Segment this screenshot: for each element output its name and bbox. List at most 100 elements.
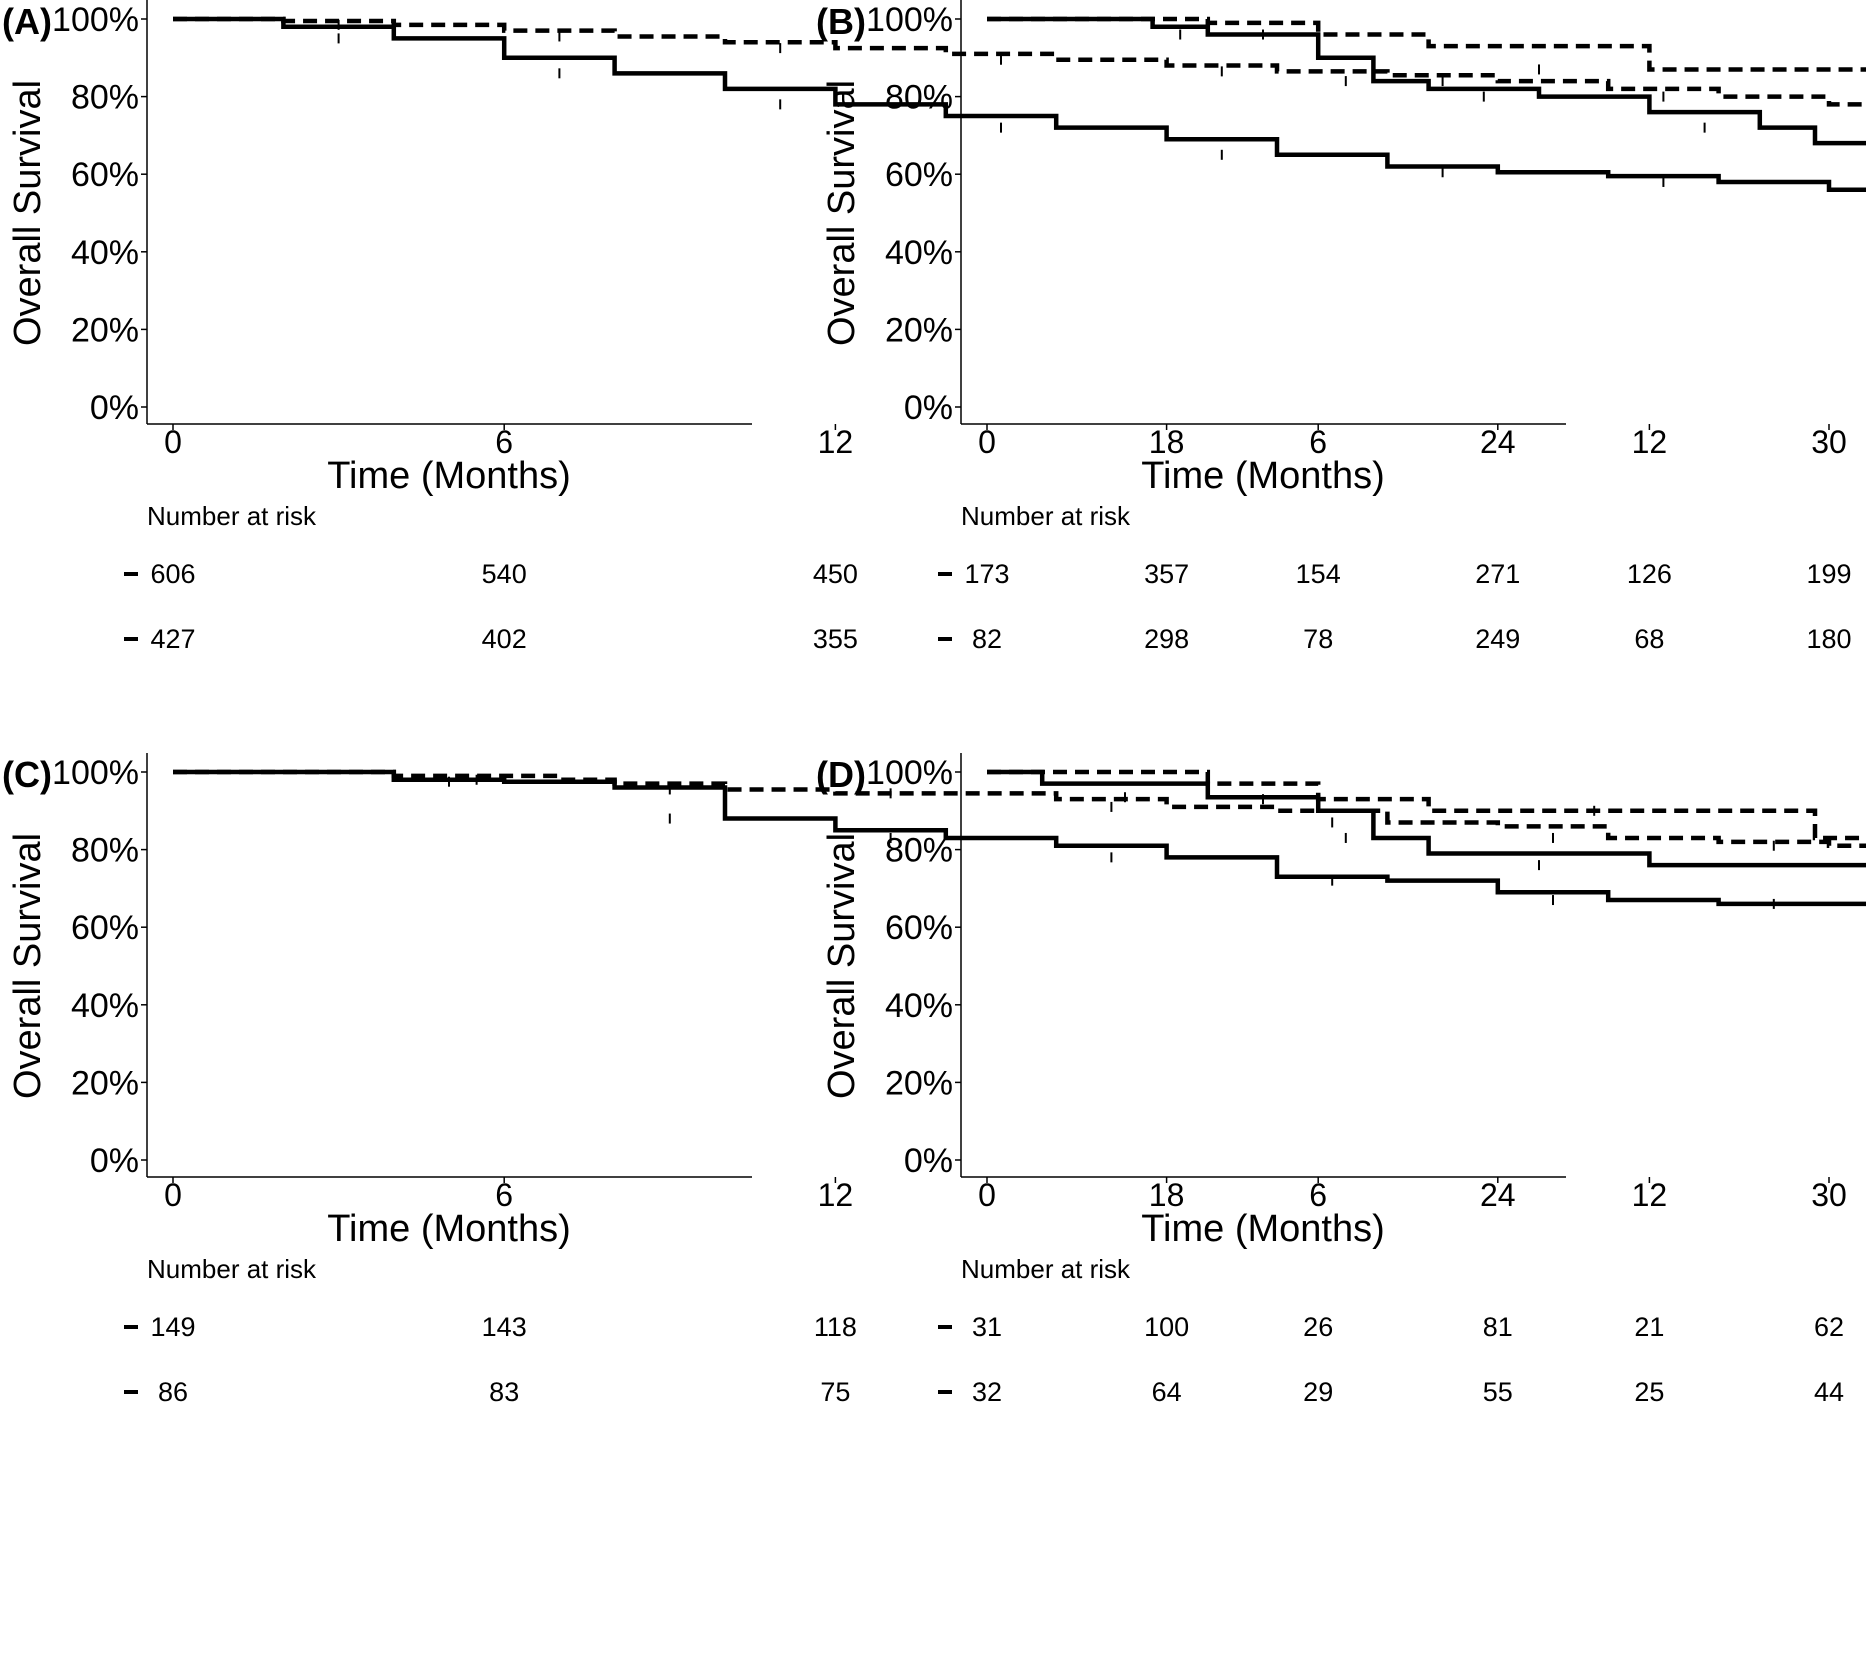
x-tick-label: 6 — [1309, 1177, 1327, 1213]
risk-count: 402 — [482, 624, 527, 654]
risk-count: 118 — [814, 1312, 857, 1342]
risk-count: 26 — [1303, 1312, 1333, 1342]
risk-count: 78 — [1303, 624, 1333, 654]
risk-table-title: Number at risk — [961, 501, 1131, 531]
risk-count: 173 — [964, 559, 1009, 589]
x-tick-label: 12 — [1632, 1177, 1668, 1213]
y-tick-label: 100% — [52, 1, 139, 39]
x-tick-label: 18 — [1149, 1177, 1185, 1213]
risk-count: 83 — [489, 1377, 519, 1407]
y-tick-label: 40% — [71, 234, 139, 272]
y-tick-label: 20% — [71, 311, 139, 349]
risk-count: 55 — [1483, 1377, 1513, 1407]
y-axis-title: Overall Survival — [821, 833, 863, 1099]
x-tick-label: 24 — [1480, 424, 1516, 460]
x-tick-label: 30 — [1811, 1177, 1847, 1213]
risk-count: 298 — [1144, 624, 1189, 654]
x-tick-label: 0 — [164, 1177, 182, 1213]
x-tick-label: 12 — [818, 1177, 854, 1213]
risk-count: 149 — [150, 1312, 195, 1342]
risk-count: 81 — [1483, 1312, 1513, 1342]
x-axis-title: Time (Months) — [327, 1208, 571, 1250]
y-tick-label: 0% — [90, 1142, 139, 1180]
x-axis-title: Time (Months) — [327, 455, 571, 497]
y-tick-label: 20% — [885, 1064, 953, 1102]
y-tick-label: 40% — [885, 234, 953, 272]
y-axis-title: Overall Survival — [821, 80, 863, 346]
risk-count: 62 — [1814, 1312, 1844, 1342]
x-tick-label: 6 — [1309, 424, 1327, 460]
x-axis-title: Time (Months) — [1141, 455, 1385, 497]
y-tick-label: 20% — [885, 311, 953, 349]
risk-count: 64 — [1152, 1377, 1182, 1407]
x-tick-label: 12 — [818, 424, 854, 460]
risk-count: 21 — [1634, 1312, 1664, 1342]
y-tick-label: 80% — [885, 832, 953, 870]
y-tick-label: 100% — [52, 754, 139, 792]
x-axis-title: Time (Months) — [1141, 1208, 1385, 1250]
y-tick-label: 80% — [885, 79, 953, 117]
risk-count: 540 — [482, 559, 527, 589]
panel-a: (A)0%20%40%60%80%100%0612182430364248546… — [2, 0, 1866, 654]
y-tick-label: 80% — [71, 832, 139, 870]
panel-label: (D) — [816, 754, 866, 795]
risk-count: 271 — [1475, 559, 1520, 589]
x-tick-label: 24 — [1480, 1177, 1516, 1213]
risk-count: 31 — [972, 1312, 1002, 1342]
y-tick-label: 100% — [866, 754, 953, 792]
risk-count: 606 — [150, 559, 195, 589]
risk-count: 143 — [482, 1312, 527, 1342]
x-tick-label: 0 — [978, 1177, 996, 1213]
panel-label: (C) — [2, 754, 52, 795]
survival-curve-dashed — [987, 16, 1866, 72]
y-tick-label: 60% — [71, 909, 139, 947]
x-tick-label: 18 — [1149, 424, 1185, 460]
risk-count: 249 — [1475, 624, 1520, 654]
survival-curve-dashed — [173, 16, 1866, 107]
y-axis-title: Overall Survival — [7, 80, 49, 346]
y-tick-label: 40% — [885, 987, 953, 1025]
risk-count: 82 — [972, 624, 1002, 654]
y-tick-label: 100% — [866, 1, 953, 39]
survival-curve-dashed — [987, 769, 1866, 841]
y-axis-title: Overall Survival — [7, 833, 49, 1099]
y-tick-label: 0% — [90, 389, 139, 427]
y-tick-label: 80% — [71, 79, 139, 117]
survival-curve-solid — [173, 769, 1866, 907]
risk-count: 68 — [1634, 624, 1664, 654]
risk-table-title: Number at risk — [961, 1254, 1131, 1284]
y-tick-label: 60% — [885, 909, 953, 947]
x-tick-label: 6 — [495, 1177, 513, 1213]
risk-count: 450 — [813, 559, 858, 589]
x-tick-label: 6 — [495, 424, 513, 460]
x-tick-label: 30 — [1811, 424, 1847, 460]
panel-b: (B)0%20%40%60%80%100%0612182430364248546… — [816, 0, 1866, 654]
risk-count: 427 — [150, 624, 195, 654]
survival-curve-dashed — [173, 769, 1866, 848]
panel-label: (A) — [2, 1, 52, 42]
risk-table-title: Number at risk — [147, 501, 317, 531]
risk-count: 86 — [158, 1377, 188, 1407]
x-tick-label: 12 — [1632, 424, 1668, 460]
risk-count: 75 — [820, 1377, 850, 1407]
risk-count: 355 — [813, 624, 858, 654]
risk-count: 25 — [1634, 1377, 1664, 1407]
survival-curve-solid — [987, 16, 1866, 146]
risk-count: 29 — [1303, 1377, 1333, 1407]
x-tick-label: 0 — [978, 424, 996, 460]
risk-table-title: Number at risk — [147, 1254, 317, 1284]
y-tick-label: 0% — [904, 389, 953, 427]
risk-count: 32 — [972, 1377, 1002, 1407]
risk-count: 180 — [1806, 624, 1851, 654]
risk-count: 100 — [1144, 1312, 1189, 1342]
risk-count: 199 — [1806, 559, 1851, 589]
risk-count: 154 — [1296, 559, 1341, 589]
y-tick-label: 20% — [71, 1064, 139, 1102]
risk-count: 126 — [1627, 559, 1672, 589]
y-tick-label: 0% — [904, 1142, 953, 1180]
y-tick-label: 60% — [885, 156, 953, 194]
panel-d: (D)0%20%40%60%80%100%0612182430364248546… — [816, 753, 1866, 1407]
y-tick-label: 40% — [71, 987, 139, 1025]
survival-curve-solid — [173, 16, 1866, 192]
